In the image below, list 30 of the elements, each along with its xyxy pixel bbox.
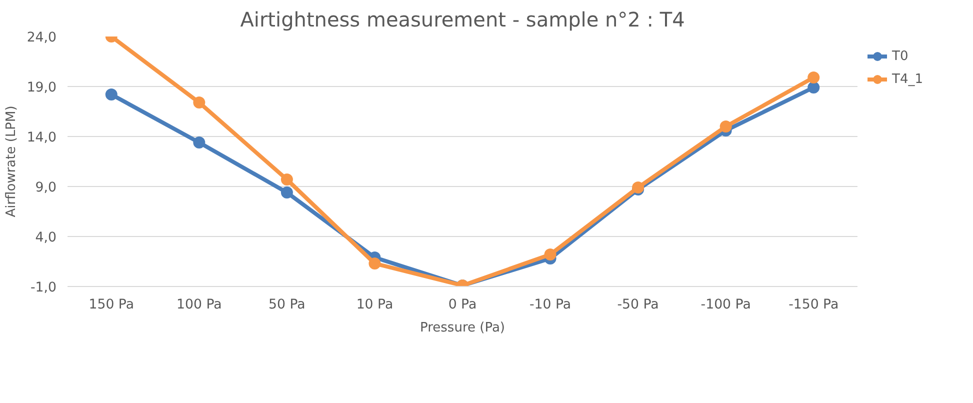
point	[720, 120, 732, 132]
y-tick-label: 24,0	[26, 30, 57, 46]
x-tick-label: 0 Pa	[448, 298, 477, 312]
x-tick-label: -100 Pa	[700, 298, 751, 312]
x-tick-label: 100 Pa	[176, 298, 222, 312]
y-tick-label: 9,0	[35, 180, 57, 196]
point	[193, 136, 206, 148]
point	[808, 72, 820, 84]
point	[105, 88, 118, 100]
legend-label: T0	[892, 48, 910, 64]
y-axis-title: Airflowrate (LPM)	[4, 106, 19, 218]
x-tick-label: -50 Pa	[617, 298, 659, 312]
point	[280, 186, 293, 198]
x-axis-title: Pressure (Pa)	[420, 320, 506, 336]
x-tick-label: -150 Pa	[788, 298, 839, 312]
y-tick-label: -1,0	[30, 280, 57, 296]
point	[193, 96, 206, 108]
chart-title: Airtightness measurement - sample n°2 : T4	[240, 8, 685, 32]
y-tick-label: 19,0	[26, 80, 57, 96]
x-tick-label: 50 Pa	[268, 298, 306, 312]
point	[808, 82, 820, 94]
x-tick-label: -10 Pa	[529, 298, 572, 312]
point	[368, 258, 381, 270]
point	[544, 248, 556, 260]
legend-label: T4_1	[892, 72, 923, 86]
point	[280, 174, 293, 186]
y-tick-label: 14,0	[26, 130, 57, 146]
x-tick-label: 150 Pa	[88, 298, 134, 312]
y-tick-label: 4,0	[35, 230, 57, 246]
x-tick-label: 10 Pa	[356, 298, 394, 312]
